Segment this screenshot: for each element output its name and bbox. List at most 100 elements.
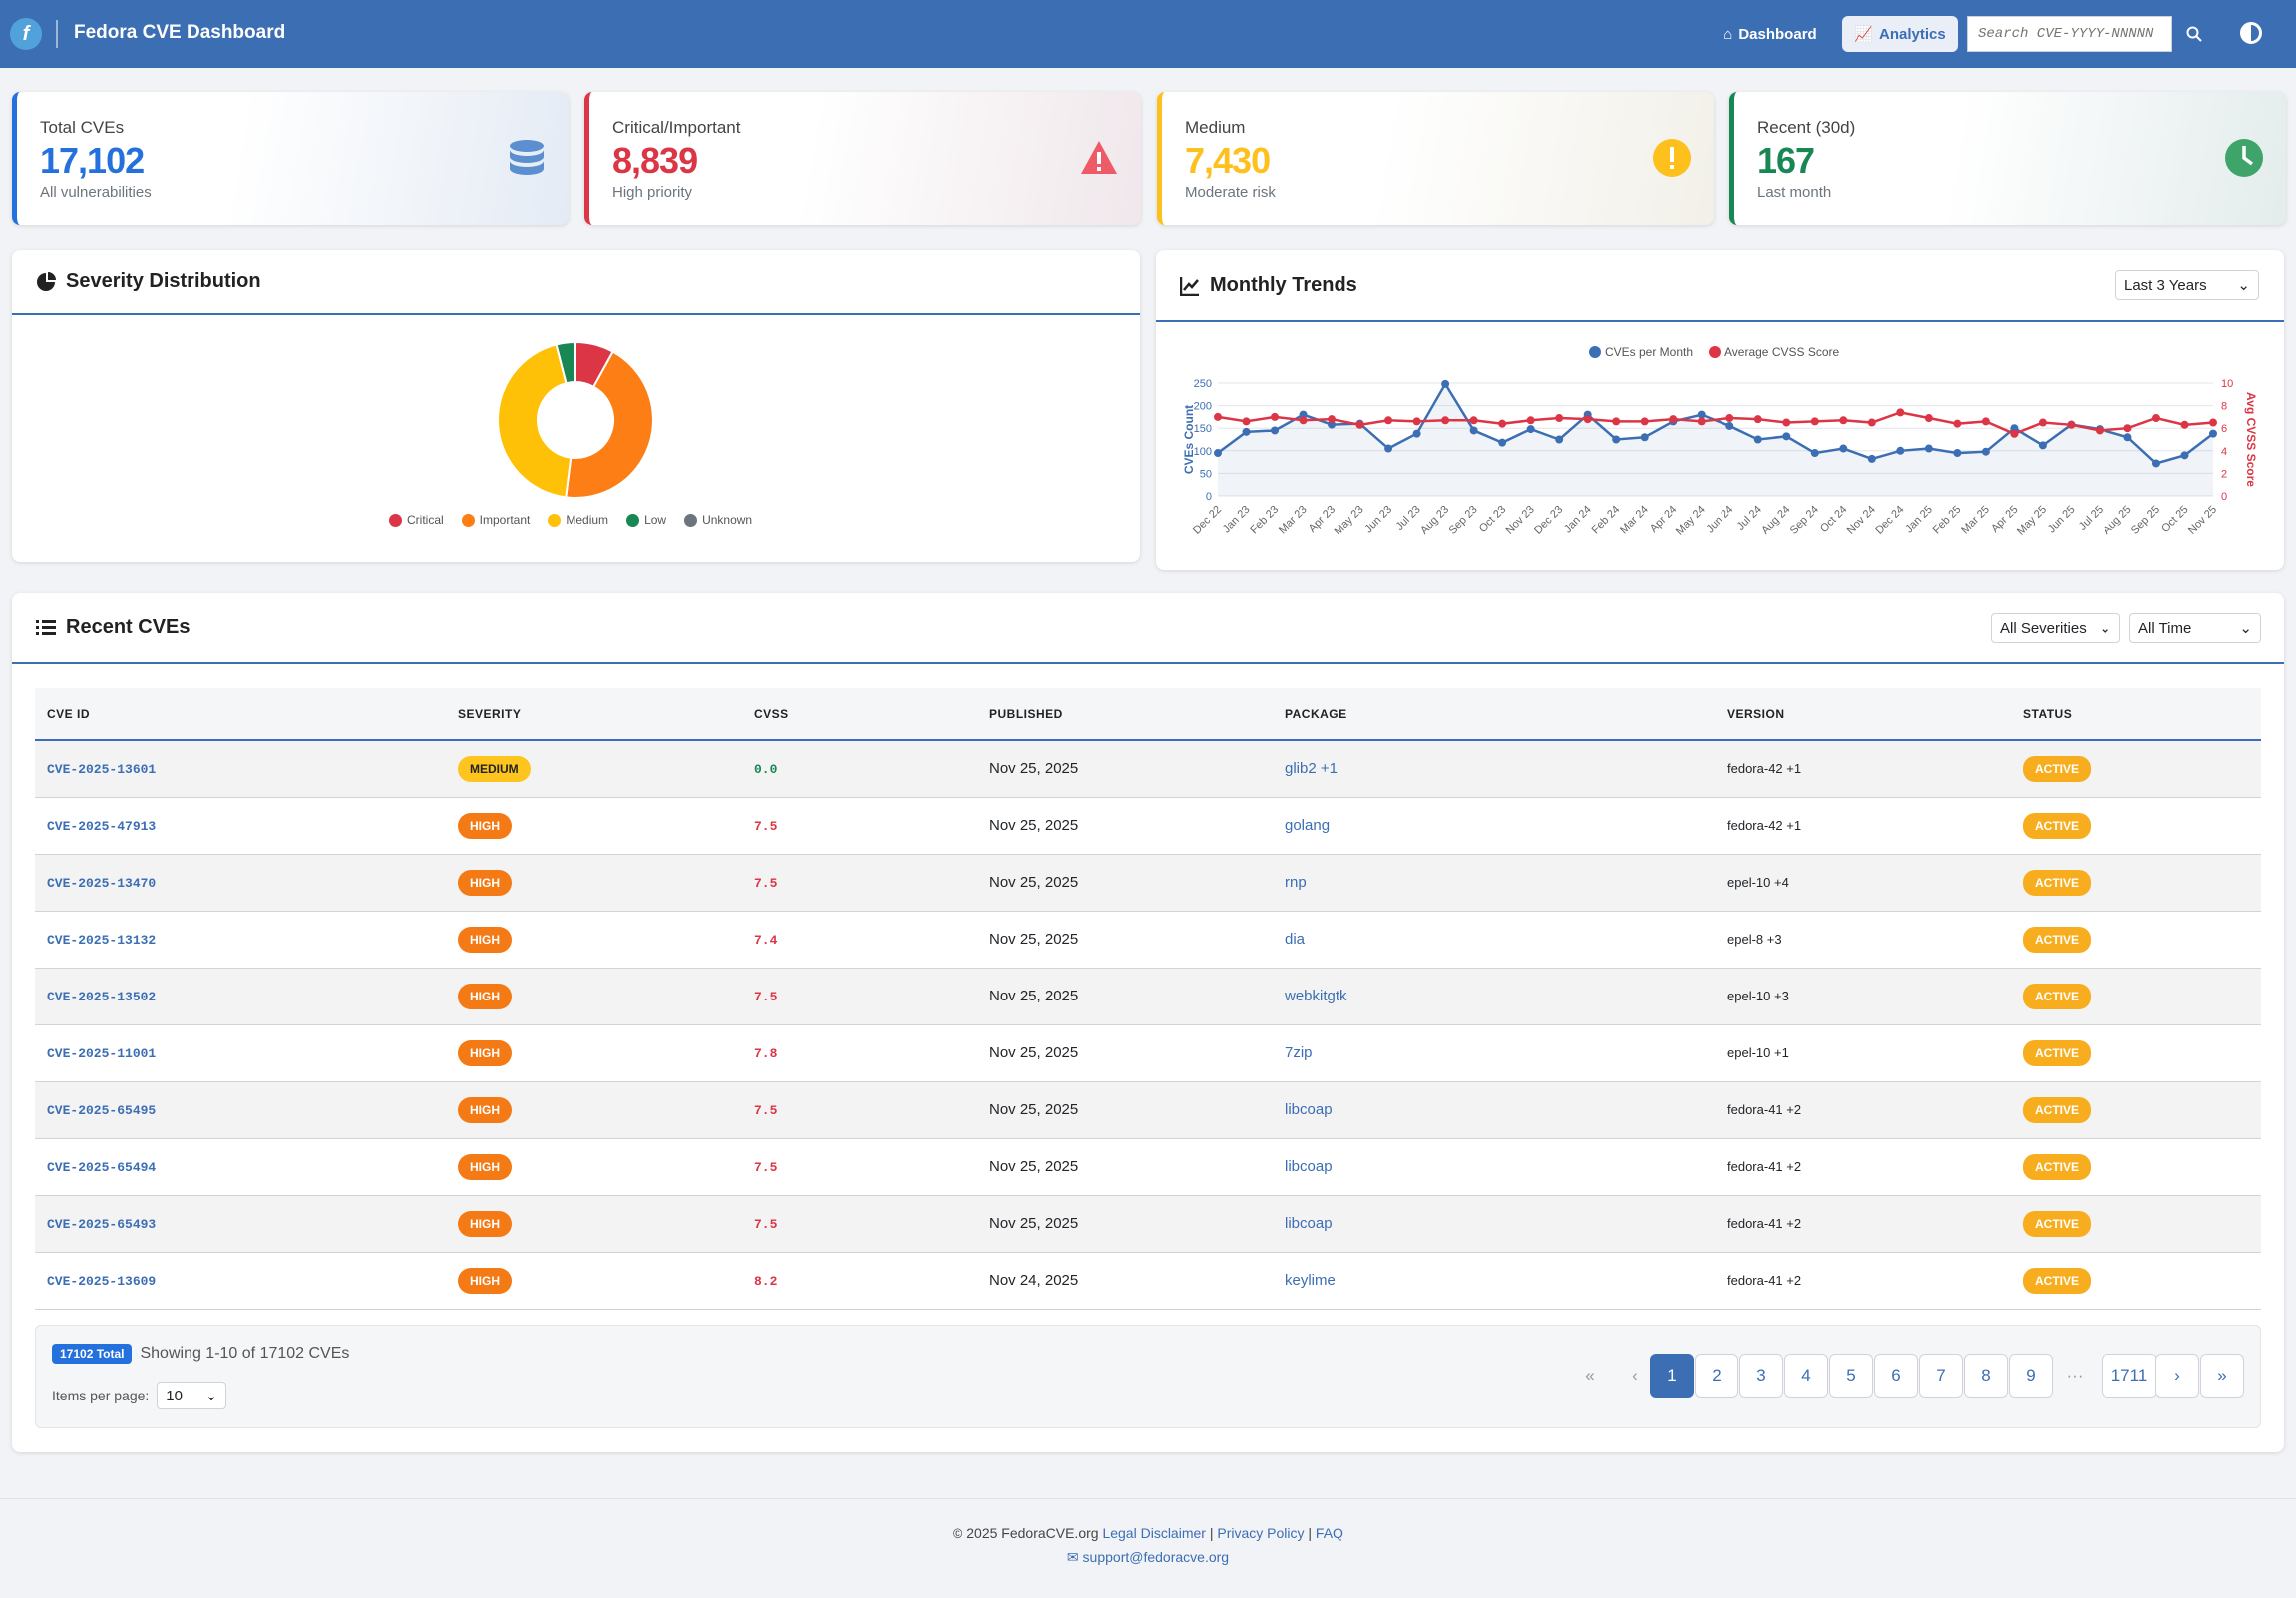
package-link[interactable]: libcoap [1285, 1215, 1333, 1232]
table-row[interactable]: CVE-2025-47913 HIGH 7.5 Nov 25, 2025 golang f… [35, 797, 2261, 855]
trend-range-select[interactable]: Last 3 Years ⌄ [2115, 270, 2259, 300]
data-point[interactable] [1469, 426, 1478, 435]
data-point[interactable] [1555, 435, 1564, 444]
data-point[interactable] [1612, 435, 1621, 444]
data-point[interactable] [1355, 420, 1364, 429]
data-point[interactable] [1299, 410, 1308, 419]
package-link[interactable]: golang [1285, 817, 1331, 834]
data-point[interactable] [1810, 449, 1819, 458]
package-link[interactable]: dia [1285, 931, 1306, 948]
page-7-button[interactable]: 7 [1919, 1354, 1963, 1398]
data-point[interactable] [1953, 419, 1962, 428]
data-point[interactable] [1412, 417, 1421, 426]
time-filter-select[interactable]: All Time ⌄ [2129, 613, 2261, 643]
data-point[interactable] [1526, 416, 1535, 425]
data-point[interactable] [1214, 449, 1222, 458]
data-point[interactable] [1583, 415, 1592, 424]
cve-id-link[interactable]: CVE-2025-11001 [47, 1046, 157, 1061]
page-6-button[interactable]: 6 [1874, 1354, 1918, 1398]
legend-item[interactable]: Important [461, 513, 530, 527]
faq-link[interactable]: FAQ [1315, 1525, 1343, 1541]
column-header[interactable]: PACKAGE [1273, 688, 1716, 741]
cve-id-link[interactable]: CVE-2025-47913 [47, 819, 157, 834]
package-link[interactable]: glib2 +1 [1285, 760, 1338, 778]
table-row[interactable]: CVE-2025-13601 MEDIUM 0.0 Nov 25, 2025 glib2… [35, 740, 2261, 798]
privacy-policy-link[interactable]: Privacy Policy [1217, 1525, 1305, 1541]
cve-id-link[interactable]: CVE-2025-65495 [47, 1103, 157, 1118]
data-point[interactable] [2209, 429, 2217, 438]
data-point[interactable] [1555, 414, 1564, 423]
data-point[interactable] [1753, 415, 1762, 424]
data-point[interactable] [1753, 435, 1762, 444]
data-point[interactable] [1328, 415, 1337, 424]
data-point[interactable] [1271, 426, 1280, 435]
data-point[interactable] [1839, 416, 1848, 425]
column-header[interactable]: CVE ID [35, 688, 446, 741]
data-point[interactable] [2010, 429, 2019, 438]
data-point[interactable] [1669, 415, 1678, 424]
theme-toggle-icon[interactable] [2240, 22, 2262, 44]
cve-id-link[interactable]: CVE-2025-13470 [47, 876, 157, 891]
page-4-button[interactable]: 4 [1784, 1354, 1828, 1398]
package-link[interactable]: rnp [1285, 874, 1307, 891]
data-point[interactable] [2123, 424, 2132, 433]
data-point[interactable] [1299, 416, 1308, 425]
last-page-button[interactable]: » [2200, 1354, 2244, 1398]
table-row[interactable]: CVE-2025-65494 HIGH 7.5 Nov 25, 2025 libcoap… [35, 1138, 2261, 1196]
data-point[interactable] [2151, 459, 2160, 468]
nav-dashboard-button[interactable]: ⌂ Dashboard [1710, 16, 1831, 52]
data-point[interactable] [1441, 379, 1450, 388]
app-title[interactable]: Fedora CVE Dashboard [74, 22, 286, 43]
data-point[interactable] [2151, 414, 2160, 423]
column-header[interactable]: CVSS [742, 688, 977, 741]
support-email-link[interactable]: ✉ support@fedoracve.org [1067, 1549, 1229, 1565]
data-point[interactable] [2067, 420, 2076, 429]
donut-slice-medium[interactable] [497, 343, 573, 499]
data-point[interactable] [1839, 444, 1848, 453]
nav-analytics-button[interactable]: 📈 Analytics [1842, 16, 1958, 52]
data-point[interactable] [1867, 418, 1876, 427]
data-point[interactable] [1981, 417, 1990, 426]
next-page-button[interactable]: › [2155, 1354, 2199, 1398]
cve-id-link[interactable]: CVE-2025-13601 [47, 762, 157, 778]
data-point[interactable] [1640, 433, 1649, 442]
cve-id-link[interactable]: CVE-2025-13609 [47, 1274, 157, 1289]
column-header[interactable]: VERSION [1716, 688, 2011, 741]
data-point[interactable] [1867, 454, 1876, 463]
column-header[interactable]: PUBLISHED [977, 688, 1273, 741]
cve-id-link[interactable]: CVE-2025-65494 [47, 1160, 157, 1175]
cve-id-link[interactable]: CVE-2025-13502 [47, 990, 157, 1004]
package-link[interactable]: keylime [1285, 1272, 1336, 1289]
search-button[interactable] [2176, 16, 2212, 52]
data-point[interactable] [2010, 424, 2019, 433]
donut-slice-important[interactable] [565, 350, 654, 499]
search-input[interactable] [1967, 16, 2172, 52]
legend-item[interactable]: Low [626, 513, 666, 527]
table-row[interactable]: CVE-2025-13502 HIGH 7.5 Nov 25, 2025 webkitg… [35, 968, 2261, 1025]
page-9-button[interactable]: 9 [2009, 1354, 2053, 1398]
table-row[interactable]: CVE-2025-65495 HIGH 7.5 Nov 25, 2025 libcoap… [35, 1081, 2261, 1139]
data-point[interactable] [1242, 427, 1251, 436]
data-point[interactable] [1924, 414, 1933, 423]
table-row[interactable]: CVE-2025-13470 HIGH 7.5 Nov 25, 2025 rnp epel… [35, 854, 2261, 912]
data-point[interactable] [1697, 417, 1706, 426]
data-point[interactable] [1384, 416, 1393, 425]
fedora-logo-icon[interactable]: f [10, 18, 42, 50]
data-point[interactable] [1384, 444, 1393, 453]
package-link[interactable]: libcoap [1285, 1101, 1333, 1118]
cve-id-link[interactable]: CVE-2025-65493 [47, 1217, 157, 1232]
data-point[interactable] [1214, 412, 1222, 421]
page-1-button[interactable]: 1 [1650, 1354, 1694, 1398]
data-point[interactable] [1271, 412, 1280, 421]
data-point[interactable] [1782, 418, 1791, 427]
table-row[interactable]: CVE-2025-11001 HIGH 7.8 Nov 25, 2025 7zip epe… [35, 1024, 2261, 1082]
data-point[interactable] [1953, 449, 1962, 458]
data-point[interactable] [1697, 410, 1706, 419]
table-row[interactable]: CVE-2025-13609 HIGH 8.2 Nov 24, 2025 keylime… [35, 1252, 2261, 1310]
column-header[interactable]: SEVERITY [446, 688, 742, 741]
data-point[interactable] [2209, 418, 2217, 427]
data-point[interactable] [1896, 446, 1905, 455]
data-point[interactable] [1810, 417, 1819, 426]
package-link[interactable]: libcoap [1285, 1158, 1333, 1175]
data-point[interactable] [1498, 438, 1507, 447]
